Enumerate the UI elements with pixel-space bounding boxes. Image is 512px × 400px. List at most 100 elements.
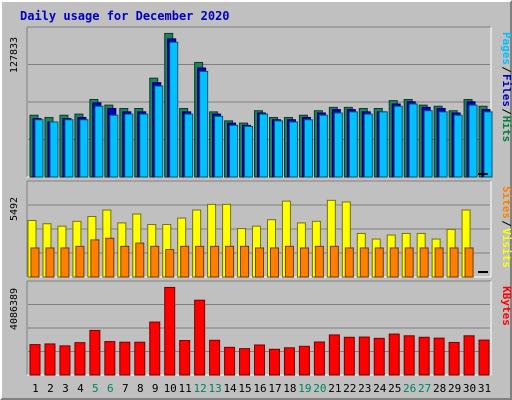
bar-pages-day-15 (244, 125, 254, 178)
x-tick-label: 28 (433, 382, 446, 395)
bar-pages-day-30 (468, 104, 478, 178)
bar-pages-day-5 (94, 105, 104, 178)
bar-pages-day-9 (154, 85, 164, 178)
bar-pages-day-10 (169, 41, 179, 178)
bar-kbytes-day-29 (448, 341, 460, 376)
bar-sites-day-22 (344, 247, 354, 278)
x-tick-label: 20 (313, 382, 326, 395)
x-tick-label: 11 (179, 382, 192, 395)
x-tick-label: 27 (418, 382, 431, 395)
bar-pages-day-29 (453, 114, 463, 178)
bar-sites-day-26 (404, 247, 414, 278)
bar-sites-day-15 (240, 245, 250, 278)
bar-kbytes-day-7 (119, 341, 131, 376)
bar-kbytes-day-3 (59, 345, 71, 376)
bar-kbytes-day-23 (358, 336, 370, 376)
x-tick-label: 16 (253, 382, 266, 395)
bar-pages-day-8 (139, 113, 149, 178)
bar-pages-day-19 (303, 119, 313, 178)
legend--label: / (500, 66, 512, 73)
bar-sites-day-27 (419, 247, 429, 278)
x-tick-label: 1 (32, 382, 39, 395)
bar-kbytes-day-17 (268, 348, 280, 376)
bar-pages-day-13 (214, 115, 224, 178)
x-tick-label: 17 (268, 382, 281, 395)
bar-pages-day-7 (124, 113, 134, 178)
bar-sites-day-21 (329, 245, 339, 278)
bar-sites-day-29 (449, 247, 459, 278)
legend-sites-label: Sites (500, 186, 512, 219)
bar-pages-day-23 (363, 113, 373, 178)
bar-kbytes-day-24 (373, 337, 385, 376)
legend-pages-label: Pages (500, 32, 512, 65)
bar-sites-day-3 (60, 247, 70, 278)
bar-sites-day-23 (359, 247, 369, 278)
x-tick-label: 18 (283, 382, 296, 395)
bar-sites-day-25 (389, 247, 399, 278)
bar-pages-day-28 (438, 111, 448, 178)
bar-sites-day-11 (180, 245, 190, 278)
legend-kbytes-label: KBytes (500, 286, 512, 326)
x-tick-label: 4 (77, 382, 84, 395)
bar-kbytes-day-5 (89, 329, 101, 376)
bar-sites-day-1 (30, 247, 40, 278)
bar-sites-day-17 (269, 247, 279, 278)
x-tick-label: 19 (298, 382, 311, 395)
bar-kbytes-day-15 (239, 348, 251, 376)
bar-sites-day-13 (210, 245, 220, 278)
bar-sites-day-24 (374, 247, 384, 278)
bar-pages-day-24 (378, 111, 388, 178)
x-tick-label: 9 (152, 382, 159, 395)
bar-pages-day-17 (273, 120, 283, 178)
x-tick-label: 7 (122, 382, 129, 395)
x-tick-label: 14 (223, 382, 237, 395)
bar-sites-day-20 (314, 245, 324, 278)
bar-sites-day-4 (75, 245, 85, 278)
x-tick-label: 21 (328, 382, 341, 395)
x-tick-label: 3 (62, 382, 69, 395)
bar-kbytes-day-22 (343, 336, 355, 376)
x-tick-label: 31 (478, 382, 491, 395)
bar-pages-day-14 (229, 124, 239, 178)
x-tick-label: 8 (137, 382, 144, 395)
bar-sites-day-7 (120, 245, 130, 278)
bar-sites-day-28 (434, 247, 444, 278)
bar-pages-day-1 (34, 119, 44, 178)
bar-kbytes-day-20 (313, 341, 325, 376)
bar-kbytes-day-8 (134, 341, 146, 376)
bar-kbytes-day-28 (433, 337, 445, 376)
x-tick-label: 10 (164, 382, 177, 395)
bar-pages-day-22 (348, 111, 358, 178)
x-tick-label: 12 (194, 382, 207, 395)
bar-kbytes-day-2 (44, 343, 56, 376)
bar-kbytes-day-12 (194, 299, 206, 376)
bar-kbytes-day-31 (478, 339, 490, 376)
x-tick-label: 22 (343, 382, 356, 395)
bar-sites-day-12 (195, 245, 205, 278)
x-tick-label: 15 (238, 382, 251, 395)
bar-sites-day-8 (135, 242, 145, 278)
bar-kbytes-day-21 (328, 334, 340, 376)
bar-pages-day-3 (64, 119, 74, 178)
bar-kbytes-day-26 (403, 335, 415, 376)
bar-sites-day-2 (45, 247, 55, 278)
bar-kbytes-day-18 (283, 347, 295, 376)
bar-pages-day-12 (199, 70, 209, 178)
bar-pages-day-16 (259, 113, 269, 178)
bar-sites-day-14 (225, 245, 235, 278)
bar-sites-day-6 (105, 237, 115, 278)
bar-kbytes-day-1 (29, 344, 41, 376)
y-tick-label: 5492 (9, 197, 20, 221)
bar-pages-day-18 (288, 121, 298, 178)
bar-kbytes-day-30 (463, 335, 475, 376)
y-tick-label: 4086389 (9, 288, 20, 330)
x-tick-label: 23 (358, 382, 371, 395)
x-tick-label: 5 (92, 382, 99, 395)
bar-pages-day-2 (49, 121, 59, 178)
bar-sites-day-30 (464, 247, 474, 278)
bar-kbytes-day-25 (388, 333, 400, 376)
bar-kbytes-day-9 (149, 321, 161, 376)
bar-kbytes-day-4 (74, 342, 86, 376)
bar-sites-day-18 (284, 245, 294, 278)
